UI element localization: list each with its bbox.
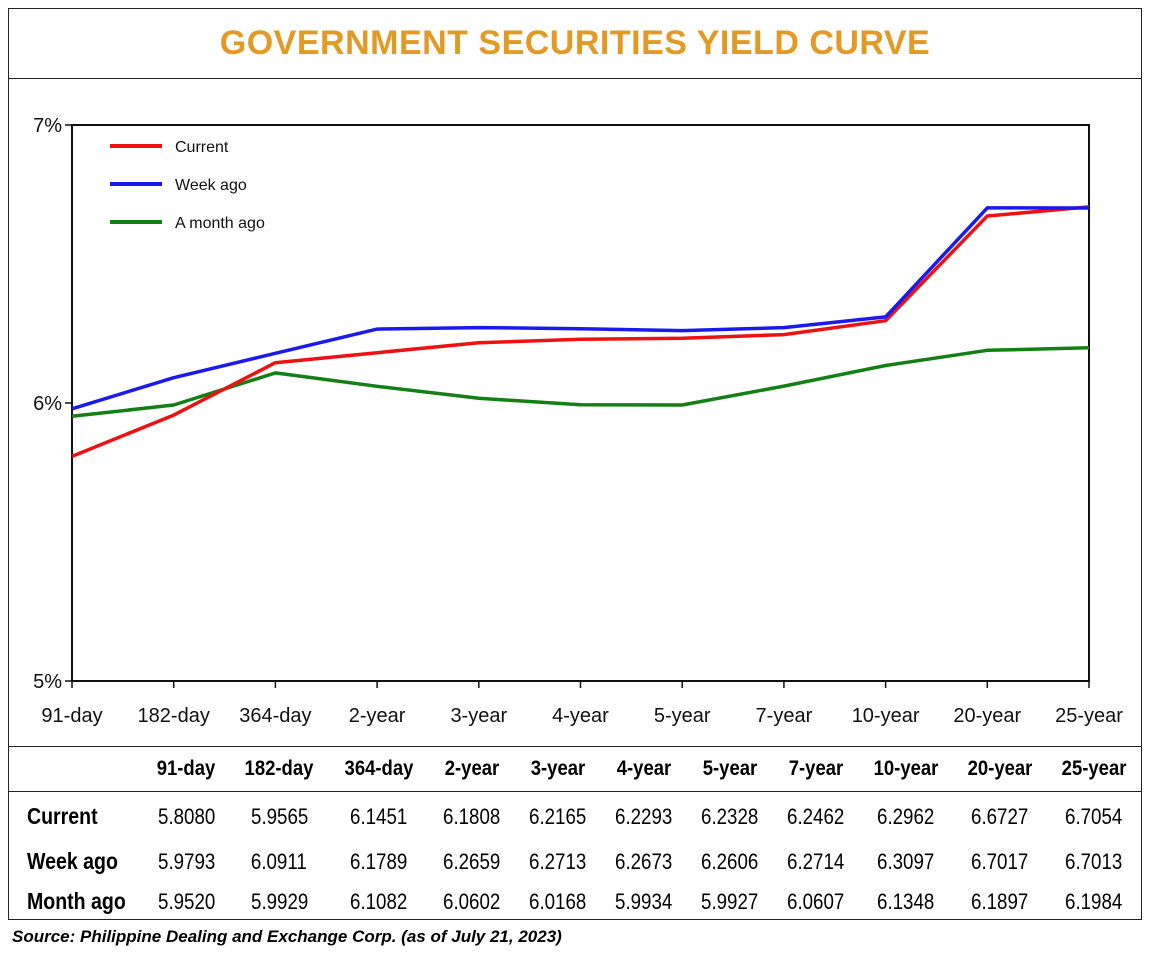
column-header: 10-year [864, 747, 948, 792]
table-cell: 6.1984 [1065, 888, 1123, 914]
column-header: 182-day [235, 747, 324, 792]
series-line-a-month-ago [71, 346, 1090, 419]
source-note: Source: Philippine Dealing and Exchange … [12, 927, 562, 946]
table-cell: 6.1897 [971, 888, 1029, 914]
chart-frame: GOVERNMENT SECURITIES YIELD CURVE 91-day… [8, 8, 1142, 920]
yield-table: 91-day 182-day 364-day 2-year 3-year 4-year 5-… [9, 747, 1141, 922]
table-cell: 5.9934 [615, 888, 673, 914]
table-cell: 5.9520 [157, 888, 215, 914]
table-cell: 6.2659 [443, 848, 501, 874]
table-cell: 6.0168 [529, 888, 587, 914]
row-label: Current [27, 803, 98, 830]
x-tick-label: 10-year [852, 705, 920, 727]
table-cell: 6.7013 [1065, 848, 1123, 874]
x-tick-label: 5-year [654, 705, 711, 727]
table-cell: 6.2328 [701, 803, 759, 829]
table-cell: 6.7017 [971, 848, 1029, 874]
table-cell: 6.0607 [787, 888, 845, 914]
y-tick-label: 6% [33, 393, 62, 415]
column-header: 20-year [958, 747, 1042, 792]
table-cell: 5.8080 [157, 803, 215, 829]
table-row: Month ago 5.9520 5.9929 6.1082 6.0602 6.0168 5… [9, 882, 1141, 922]
x-tick-label: 25-year [1055, 705, 1123, 727]
series-line-week-ago [71, 206, 1090, 411]
legend-label: A month ago [175, 215, 265, 232]
y-tick-label: 7% [33, 115, 62, 137]
table-cell: 5.9793 [157, 848, 215, 874]
x-tick-label: 4-year [552, 705, 609, 727]
table-corner [17, 747, 136, 792]
x-tick-label: 20-year [953, 705, 1021, 727]
yield-curve-chart: 5% 6% 7% 91-day 182-day 364-day 2-year 3-year 4-… [33, 115, 1123, 727]
table-cell: 6.2165 [529, 803, 587, 829]
column-header: 91-day [148, 747, 225, 792]
table-row: Current 5.8080 5.9565 6.1451 6.1808 6.2165 6.2… [9, 792, 1141, 842]
table-cell: 6.1348 [877, 888, 935, 914]
column-header: 5-year [692, 747, 768, 792]
column-header: 4-year [606, 747, 682, 792]
table-cell: 6.2293 [615, 803, 673, 829]
table-cell: 5.9565 [250, 803, 308, 829]
table-cell: 6.2606 [701, 848, 759, 874]
series-line-current [71, 205, 1090, 459]
legend-label: Week ago [175, 177, 247, 194]
table-cell: 6.1808 [443, 803, 501, 829]
table-cell: 6.2713 [529, 848, 587, 874]
column-header: 364-day [335, 747, 424, 792]
row-label: Week ago [27, 848, 118, 874]
table-cell: 6.1789 [350, 848, 408, 874]
y-tick-label: 5% [33, 671, 62, 693]
table-row: Week ago 5.9793 6.0911 6.1789 6.2659 6.2713 6.… [9, 842, 1141, 882]
legend-label: Current [175, 139, 229, 156]
x-tick-label: 3-year [450, 705, 507, 727]
table-cell: 5.9929 [250, 888, 308, 914]
column-header: 3-year [520, 747, 596, 792]
chart-title: GOVERNMENT SECURITIES YIELD CURVE [219, 24, 931, 62]
table-body: Current 5.8080 5.9565 6.1451 6.1808 6.2165 6.2… [9, 792, 1141, 922]
table-cell: 6.1451 [350, 803, 408, 829]
table-cell: 6.3097 [877, 848, 935, 874]
table-cell: 6.1082 [350, 888, 408, 914]
x-tick-label: 91-day [41, 705, 102, 727]
column-header: 25-year [1052, 747, 1136, 792]
table-cell: 6.2462 [787, 803, 845, 829]
x-tick-label: 182-day [138, 705, 210, 727]
column-header: 2-year [434, 747, 510, 792]
title-bar: GOVERNMENT SECURITIES YIELD CURVE [9, 9, 1141, 79]
table-cell: 6.6727 [971, 803, 1029, 829]
table-cell: 6.2962 [877, 803, 935, 829]
row-label: Month ago [27, 888, 126, 914]
table-cell: 5.9927 [701, 888, 759, 914]
table-cell: 6.7054 [1065, 803, 1123, 829]
table-cell: 6.2714 [787, 848, 845, 874]
table-cell: 6.0602 [443, 888, 501, 914]
table-header-row: 91-day 182-day 364-day 2-year 3-year 4-year 5-… [9, 747, 1141, 792]
table-cell: 6.0911 [251, 848, 308, 874]
x-tick-label: 364-day [239, 705, 311, 727]
yield-table-container: 91-day 182-day 364-day 2-year 3-year 4-year 5-… [9, 746, 1141, 920]
column-header: 7-year [778, 747, 854, 792]
x-tick-label: 7-year [756, 705, 813, 727]
x-tick-label: 2-year [349, 705, 406, 727]
table-cell: 6.2673 [615, 848, 673, 874]
